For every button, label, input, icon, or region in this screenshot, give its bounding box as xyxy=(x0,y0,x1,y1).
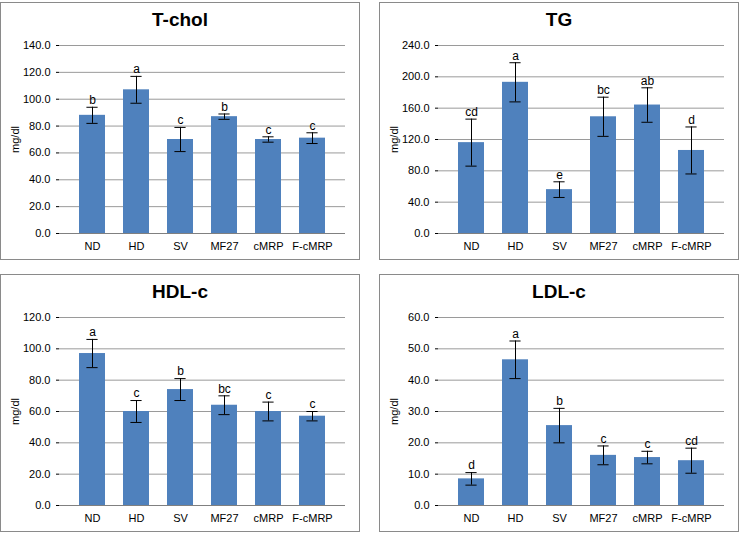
svg-text:c: c xyxy=(134,386,140,400)
svg-text:e: e xyxy=(556,168,563,182)
svg-text:d: d xyxy=(688,113,695,127)
svg-text:100.0: 100.0 xyxy=(23,342,51,354)
svg-text:mg/dl: mg/dl xyxy=(9,126,21,153)
svg-text:120.0: 120.0 xyxy=(402,133,430,145)
svg-text:F-cMRP: F-cMRP xyxy=(671,512,711,524)
svg-text:SV: SV xyxy=(552,512,567,524)
svg-text:120.0: 120.0 xyxy=(23,66,51,78)
svg-text:ND: ND xyxy=(85,240,101,252)
svg-text:60.0: 60.0 xyxy=(29,146,50,158)
html-text:LDL-c: LDL-c xyxy=(532,281,586,302)
svg-text:c: c xyxy=(178,113,184,127)
svg-text:F-cMRP: F-cMRP xyxy=(292,512,332,524)
svg-text:160.0: 160.0 xyxy=(402,102,430,114)
svg-text:a: a xyxy=(133,62,140,76)
svg-text:cMRP: cMRP xyxy=(633,240,663,252)
svg-text:40.0: 40.0 xyxy=(29,436,50,448)
svg-text:40.0: 40.0 xyxy=(29,173,50,185)
svg-text:a: a xyxy=(512,49,519,63)
svg-text:d: d xyxy=(468,458,475,472)
svg-text:0.0: 0.0 xyxy=(35,499,50,511)
svg-text:30.0: 30.0 xyxy=(408,405,429,417)
svg-text:10.0: 10.0 xyxy=(408,468,429,480)
svg-text:40.0: 40.0 xyxy=(408,374,429,386)
svg-text:F-cMRP: F-cMRP xyxy=(671,240,711,252)
svg-text:SV: SV xyxy=(552,240,567,252)
svg-text:40.0: 40.0 xyxy=(408,196,429,208)
svg-text:200.0: 200.0 xyxy=(402,70,430,82)
svg-text:HD: HD xyxy=(508,240,524,252)
svg-text:MF27: MF27 xyxy=(589,240,617,252)
html-text:HDL-c: HDL-c xyxy=(152,281,208,302)
svg-text:ND: ND xyxy=(464,512,480,524)
svg-text:50.0: 50.0 xyxy=(408,342,429,354)
svg-text:bc: bc xyxy=(597,83,610,97)
svg-text:60.0: 60.0 xyxy=(29,405,50,417)
svg-text:MF27: MF27 xyxy=(210,240,238,252)
svg-text:ND: ND xyxy=(464,240,480,252)
svg-text:cd: cd xyxy=(685,434,698,448)
svg-text:cMRP: cMRP xyxy=(633,512,663,524)
svg-text:b: b xyxy=(89,93,96,107)
svg-text:bc: bc xyxy=(218,382,231,396)
svg-text:mg/dl: mg/dl xyxy=(388,126,400,153)
svg-text:0.0: 0.0 xyxy=(35,227,50,239)
svg-text:ND: ND xyxy=(85,512,101,524)
svg-text:c: c xyxy=(266,388,272,402)
svg-text:b: b xyxy=(221,100,228,114)
svg-text:HD: HD xyxy=(129,512,145,524)
svg-text:MF27: MF27 xyxy=(210,512,238,524)
svg-text:0.0: 0.0 xyxy=(414,227,429,239)
svg-text:cMRP: cMRP xyxy=(254,512,284,524)
svg-text:SV: SV xyxy=(173,240,188,252)
svg-text:cMRP: cMRP xyxy=(254,240,284,252)
svg-text:20.0: 20.0 xyxy=(29,200,50,212)
svg-text:80.0: 80.0 xyxy=(29,374,50,386)
svg-text:100.0: 100.0 xyxy=(23,93,51,105)
svg-text:60.0: 60.0 xyxy=(408,311,429,323)
svg-text:MF27: MF27 xyxy=(589,512,617,524)
svg-text:F-cMRP: F-cMRP xyxy=(292,240,332,252)
html-text:T-chol: T-chol xyxy=(152,9,208,30)
svg-text:HD: HD xyxy=(508,512,524,524)
svg-text:80.0: 80.0 xyxy=(408,164,429,176)
svg-text:c: c xyxy=(266,123,272,137)
svg-text:ab: ab xyxy=(641,74,655,88)
svg-text:120.0: 120.0 xyxy=(23,311,51,323)
svg-text:140.0: 140.0 xyxy=(23,39,51,51)
svg-text:20.0: 20.0 xyxy=(29,468,50,480)
svg-text:cd: cd xyxy=(465,105,478,119)
svg-text:a: a xyxy=(89,325,96,339)
svg-text:20.0: 20.0 xyxy=(408,436,429,448)
svg-text:HD: HD xyxy=(129,240,145,252)
svg-text:SV: SV xyxy=(173,512,188,524)
svg-text:c: c xyxy=(310,397,316,411)
html-text:TG: TG xyxy=(545,9,573,30)
svg-text:b: b xyxy=(177,364,184,378)
svg-text:a: a xyxy=(512,327,519,341)
svg-text:c: c xyxy=(645,437,651,451)
svg-text:mg/dl: mg/dl xyxy=(388,398,400,425)
svg-text:0.0: 0.0 xyxy=(414,499,429,511)
svg-text:c: c xyxy=(310,119,316,133)
svg-text:240.0: 240.0 xyxy=(402,39,430,51)
svg-text:80.0: 80.0 xyxy=(29,120,50,132)
svg-text:mg/dl: mg/dl xyxy=(9,398,21,425)
svg-text:c: c xyxy=(601,432,607,446)
svg-text:b: b xyxy=(556,394,563,408)
